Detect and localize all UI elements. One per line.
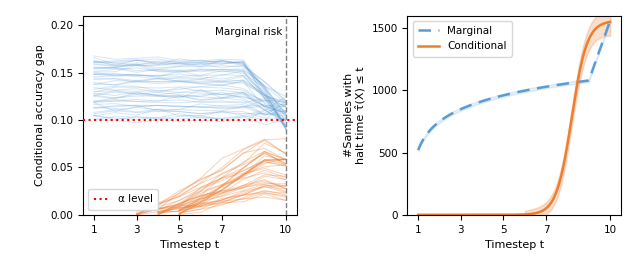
Marginal [606, 19, 614, 22]
Legend: α level: α level [88, 189, 158, 210]
Conditional [528, 212, 536, 215]
Marginal [532, 87, 540, 90]
Marginal [528, 88, 536, 91]
Marginal [588, 69, 596, 73]
Conditional [529, 212, 536, 215]
Marginal [529, 88, 536, 91]
Conditional [414, 213, 422, 216]
Marginal [414, 149, 422, 152]
Y-axis label: #Samples with
halt time τ̂(X) ≤ t: #Samples with halt time τ̂(X) ≤ t [344, 67, 366, 164]
Line: Conditional: Conditional [418, 22, 610, 215]
Y-axis label: Conditional accuracy gap: Conditional accuracy gap [35, 44, 45, 186]
X-axis label: Timestep t: Timestep t [160, 240, 220, 250]
Marginal [415, 147, 422, 150]
Conditional [415, 213, 422, 216]
Line: Marginal: Marginal [418, 21, 610, 150]
Text: Marginal risk: Marginal risk [215, 27, 283, 37]
Legend: Marginal, Conditional: Marginal, Conditional [413, 21, 512, 57]
Conditional [532, 212, 540, 215]
X-axis label: Timestep t: Timestep t [484, 240, 544, 250]
Conditional [576, 68, 584, 72]
Conditional [588, 32, 596, 35]
Conditional [606, 20, 614, 24]
Marginal [576, 80, 584, 83]
